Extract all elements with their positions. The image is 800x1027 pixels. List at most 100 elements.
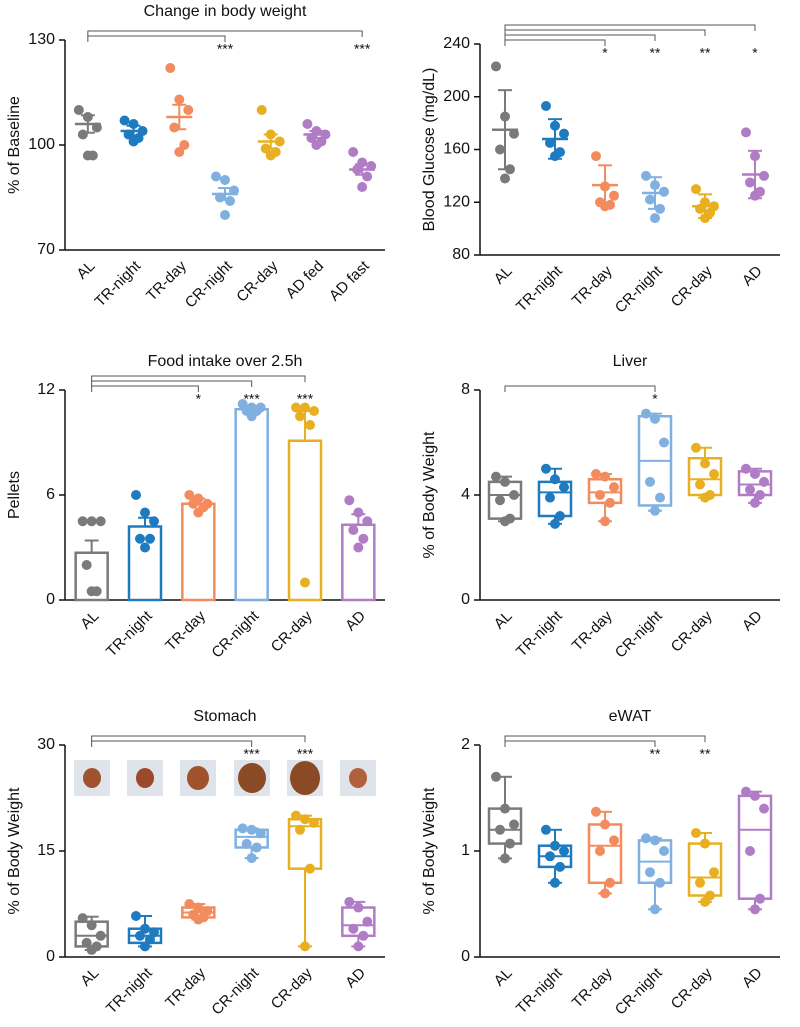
y-tick-label: 4 bbox=[461, 486, 470, 503]
significance-label: * bbox=[196, 391, 202, 407]
data-point bbox=[95, 516, 106, 527]
x-tick-label: AL bbox=[491, 608, 516, 633]
data-point bbox=[135, 930, 145, 941]
data-point bbox=[145, 934, 155, 945]
data-point bbox=[86, 920, 97, 931]
data-point bbox=[491, 61, 501, 72]
x-tick-label: CR-day bbox=[268, 964, 316, 1012]
panel-title: Change in body weight bbox=[144, 3, 307, 20]
data-point bbox=[357, 182, 368, 192]
y-tick-label: 12 bbox=[37, 381, 55, 398]
data-point bbox=[500, 853, 510, 864]
data-point bbox=[555, 861, 565, 872]
data-point bbox=[300, 814, 310, 825]
data-point bbox=[169, 122, 180, 133]
data-point bbox=[140, 923, 150, 934]
data-point bbox=[348, 147, 359, 157]
significance-label: *** bbox=[243, 746, 260, 762]
photo-organ bbox=[349, 768, 367, 788]
x-tick-label: TR-night bbox=[92, 257, 145, 310]
data-point bbox=[495, 824, 505, 835]
data-point bbox=[559, 482, 569, 493]
data-point bbox=[311, 140, 322, 150]
significance-bracket bbox=[504, 740, 656, 747]
data-point bbox=[220, 175, 230, 185]
data-point bbox=[184, 490, 195, 500]
data-point bbox=[241, 838, 252, 849]
y-tick-label: 240 bbox=[443, 35, 470, 52]
data-point bbox=[509, 819, 519, 830]
bar bbox=[234, 408, 269, 602]
data-point bbox=[193, 507, 204, 518]
x-tick-label: TR-night bbox=[103, 964, 156, 1017]
data-point bbox=[358, 930, 369, 941]
data-point bbox=[184, 899, 195, 909]
data-point bbox=[555, 511, 565, 521]
significance-label: * bbox=[602, 45, 608, 61]
y-tick-label: 0 bbox=[461, 591, 470, 608]
data-point bbox=[645, 867, 655, 878]
data-point bbox=[655, 877, 665, 888]
data-point bbox=[353, 902, 364, 913]
data-point bbox=[541, 463, 551, 474]
data-point bbox=[695, 877, 705, 888]
data-point bbox=[650, 904, 660, 915]
stomach-photos bbox=[74, 760, 376, 796]
data-point bbox=[700, 838, 710, 849]
data-point bbox=[595, 490, 605, 500]
data-point bbox=[609, 482, 619, 493]
data-point bbox=[745, 846, 755, 856]
significance-label: * bbox=[752, 45, 758, 61]
significance-bracket bbox=[504, 24, 756, 31]
data-point bbox=[119, 115, 130, 126]
y-axis-label: % of Body Weight bbox=[6, 787, 23, 914]
photo-organ bbox=[238, 763, 266, 793]
y-tick-label: 120 bbox=[443, 193, 470, 210]
data-point bbox=[641, 170, 651, 181]
significance-label: *** bbox=[243, 391, 260, 407]
data-point bbox=[145, 533, 155, 544]
x-tick-label: AL bbox=[491, 965, 516, 990]
data-point bbox=[348, 923, 359, 934]
data-point bbox=[600, 201, 610, 212]
data-point bbox=[300, 402, 310, 413]
data-point bbox=[550, 474, 560, 485]
data-point bbox=[495, 144, 505, 155]
x-tick-label: TR-night bbox=[513, 262, 566, 315]
y-tick-label: 0 bbox=[46, 591, 55, 608]
data-point bbox=[600, 471, 610, 482]
data-point bbox=[659, 437, 669, 448]
data-point bbox=[255, 828, 266, 839]
x-tick-label: CR-day bbox=[233, 257, 281, 305]
data-point bbox=[246, 411, 257, 422]
data-point bbox=[759, 476, 769, 487]
data-point bbox=[344, 896, 355, 907]
data-point bbox=[149, 516, 159, 527]
data-point bbox=[86, 516, 97, 527]
significance-bracket bbox=[87, 35, 226, 42]
y-tick-label: 1 bbox=[461, 842, 470, 859]
significance-label: * bbox=[652, 391, 658, 407]
box bbox=[587, 823, 623, 885]
data-point bbox=[251, 842, 262, 853]
data-point bbox=[659, 846, 669, 856]
significance-label: *** bbox=[297, 391, 314, 407]
data-point bbox=[545, 492, 555, 503]
significance-bracket bbox=[91, 740, 253, 747]
data-point bbox=[291, 402, 301, 413]
data-point bbox=[358, 533, 369, 544]
y-tick-label: 2 bbox=[461, 736, 470, 753]
significance-bracket bbox=[87, 30, 363, 37]
significance-label: ** bbox=[650, 45, 661, 61]
y-tick-label: 15 bbox=[37, 842, 55, 859]
data-point bbox=[220, 210, 230, 220]
significance-label: ** bbox=[700, 746, 711, 762]
x-tick-label: CR-day bbox=[668, 607, 716, 655]
data-point bbox=[77, 516, 88, 527]
data-point bbox=[695, 479, 705, 490]
significance-label: ** bbox=[700, 45, 711, 61]
data-point bbox=[509, 490, 519, 500]
significance-label: *** bbox=[217, 41, 234, 57]
x-tick-label: AD bbox=[342, 965, 369, 992]
